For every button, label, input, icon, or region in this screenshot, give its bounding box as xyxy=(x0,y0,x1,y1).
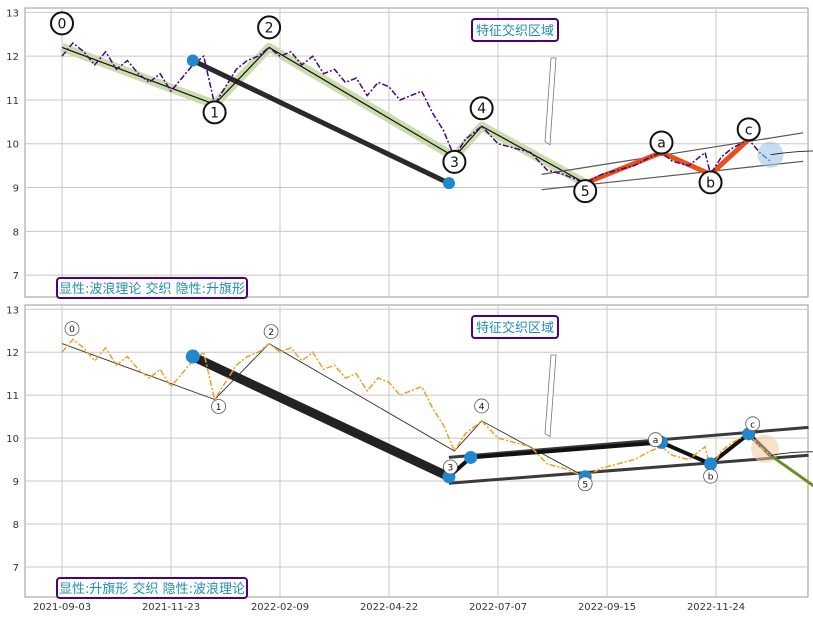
wave-label-circle xyxy=(442,149,467,174)
wave-label: 4 xyxy=(479,402,485,412)
wave-label-circle xyxy=(703,468,718,484)
plot-frame xyxy=(24,304,809,598)
marker-point xyxy=(704,457,718,471)
wave-label: 0 xyxy=(69,325,75,335)
x-tick-label: 2021-09-03 xyxy=(33,602,91,613)
wave-label-circle xyxy=(263,324,279,340)
y-tick-label: 11 xyxy=(6,391,19,402)
wave-label: 5 xyxy=(582,480,588,490)
wave-label: b xyxy=(706,175,715,191)
legend-box xyxy=(56,577,248,599)
wave-label-circle xyxy=(474,398,490,414)
x-tick-label: 2022-11-24 xyxy=(687,602,745,613)
wave-label: 0 xyxy=(58,16,67,32)
wave-label: c xyxy=(750,420,755,430)
wave-label-circle xyxy=(745,416,761,432)
x-tick-label: 2022-09-15 xyxy=(578,602,636,613)
marker-point xyxy=(186,54,199,67)
y-tick-label: 10 xyxy=(6,434,19,445)
y-tick-label: 13 xyxy=(6,8,19,19)
legend-box-label: 显性:波浪理论 交织 隐性:升旗形 xyxy=(59,281,245,297)
channel-line xyxy=(541,132,804,175)
wave-label: 3 xyxy=(448,464,454,474)
annotation-box xyxy=(471,315,559,339)
y-tick-label: 7 xyxy=(13,563,19,574)
wave-label: 1 xyxy=(216,403,222,413)
trend-line xyxy=(191,58,450,186)
forecast-curve xyxy=(770,451,813,456)
y-tick-label: 9 xyxy=(13,477,19,488)
wave-label-circle xyxy=(202,100,227,125)
annotation-box-label: 特征交织区域 xyxy=(476,320,554,336)
wave-label-circle xyxy=(649,130,674,155)
plot-frame xyxy=(24,7,809,298)
marker-point xyxy=(185,349,200,364)
x-tick-label: 2022-02-09 xyxy=(251,602,309,613)
y-tick-label: 7 xyxy=(13,271,19,282)
y-tick-label: 12 xyxy=(6,348,19,359)
y-tick-label: 13 xyxy=(6,305,19,316)
wave-label-circle xyxy=(573,179,598,204)
x-tick-label: 2022-07-07 xyxy=(469,602,527,613)
annotation-pointer xyxy=(544,57,557,146)
wave-label: 4 xyxy=(477,101,486,117)
channel-line xyxy=(448,453,809,485)
x-tick-label: 2021-11-23 xyxy=(142,602,200,613)
wave-label: a xyxy=(653,436,659,446)
price-series-line xyxy=(61,41,771,185)
wave-label-circle xyxy=(469,96,494,121)
wave-label: 2 xyxy=(265,20,274,36)
wave-label-circle xyxy=(211,399,227,414)
wave-label: 3 xyxy=(450,155,459,171)
y-tick-label: 9 xyxy=(13,184,19,195)
wave-label: 2 xyxy=(268,328,274,338)
wave-label-circle xyxy=(442,459,458,475)
wave-label: b xyxy=(708,473,714,483)
wave-thin-line xyxy=(61,343,586,478)
forecast-zigzag-green xyxy=(769,454,813,488)
annotation-box xyxy=(471,18,559,42)
legend-box xyxy=(56,277,248,299)
wave-label-circle xyxy=(648,432,663,448)
wave-label: 5 xyxy=(581,184,590,200)
y-tick-label: 8 xyxy=(13,227,19,238)
wave-label-circle xyxy=(577,476,593,492)
wave-label: c xyxy=(745,122,753,138)
price-series-line xyxy=(61,338,771,478)
flagpole-line xyxy=(188,352,454,482)
wave-label-circle xyxy=(64,321,80,337)
legend-box-label: 显性:升旗形 交织 隐性:波浪理论 xyxy=(59,581,245,597)
y-tick-label: 8 xyxy=(13,520,19,531)
y-tick-label: 11 xyxy=(6,96,19,107)
marker-point xyxy=(442,177,455,190)
y-tick-label: 12 xyxy=(6,52,19,63)
wave-label: a xyxy=(657,136,666,152)
x-tick-label: 2022-04-22 xyxy=(360,602,418,613)
wave-label-circle xyxy=(736,117,761,142)
wave-label-circle xyxy=(50,11,74,36)
annotation-box-label: 特征交织区域 xyxy=(476,23,554,39)
annotation-pointer xyxy=(544,354,557,438)
wave-label: 1 xyxy=(210,105,219,121)
wave-label-circle xyxy=(257,15,282,40)
wave-label-circle xyxy=(698,170,723,195)
marker-point xyxy=(464,450,478,464)
wave-line xyxy=(61,46,586,184)
y-tick-label: 10 xyxy=(6,140,19,151)
